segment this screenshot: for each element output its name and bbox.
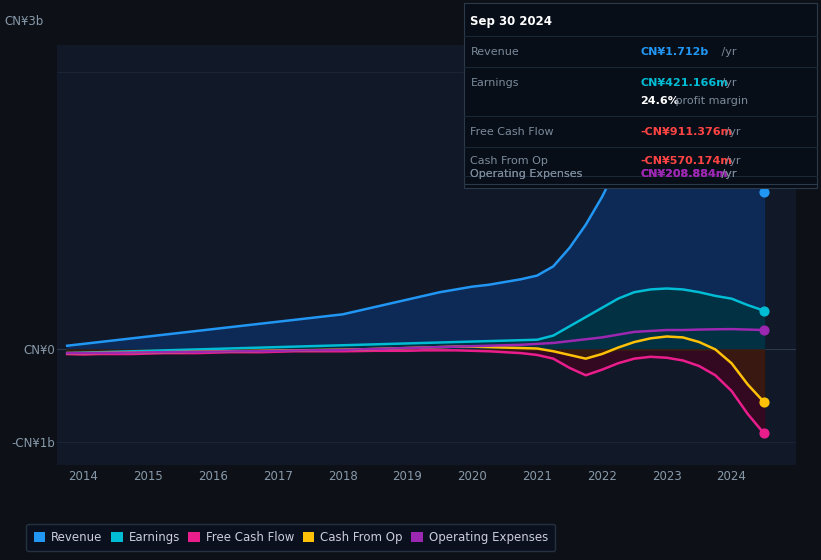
Text: 24.6%: 24.6% [640,96,679,106]
Text: -CN¥570.174m: -CN¥570.174m [640,156,732,166]
Text: CN¥208.884m: CN¥208.884m [640,169,727,179]
Text: /yr: /yr [718,169,737,179]
Point [758,398,771,407]
Text: -CN¥911.376m: -CN¥911.376m [640,127,732,137]
Point [758,325,771,334]
Text: Revenue: Revenue [470,47,519,57]
Legend: Revenue, Earnings, Free Cash Flow, Cash From Op, Operating Expenses: Revenue, Earnings, Free Cash Flow, Cash … [26,524,555,551]
Text: CN¥421.166m: CN¥421.166m [640,78,728,88]
Text: CN¥208.884m: CN¥208.884m [640,169,727,179]
Text: CN¥1.712b: CN¥1.712b [640,47,709,57]
Text: profit margin: profit margin [672,96,748,106]
Point [758,429,771,438]
Point [758,187,771,196]
Text: CN¥3b: CN¥3b [4,15,44,28]
Text: Cash From Op: Cash From Op [470,156,548,166]
Text: Operating Expenses: Operating Expenses [470,169,583,179]
Text: Free Cash Flow: Free Cash Flow [470,127,554,137]
Text: /yr: /yr [718,47,737,57]
Text: Operating Expenses: Operating Expenses [470,169,583,179]
Point [758,306,771,315]
Text: /yr: /yr [718,169,737,179]
Text: Earnings: Earnings [470,78,519,88]
Text: /yr: /yr [718,78,737,88]
Text: /yr: /yr [722,127,741,137]
Text: /yr: /yr [722,156,741,166]
Text: Sep 30 2024: Sep 30 2024 [470,15,553,27]
